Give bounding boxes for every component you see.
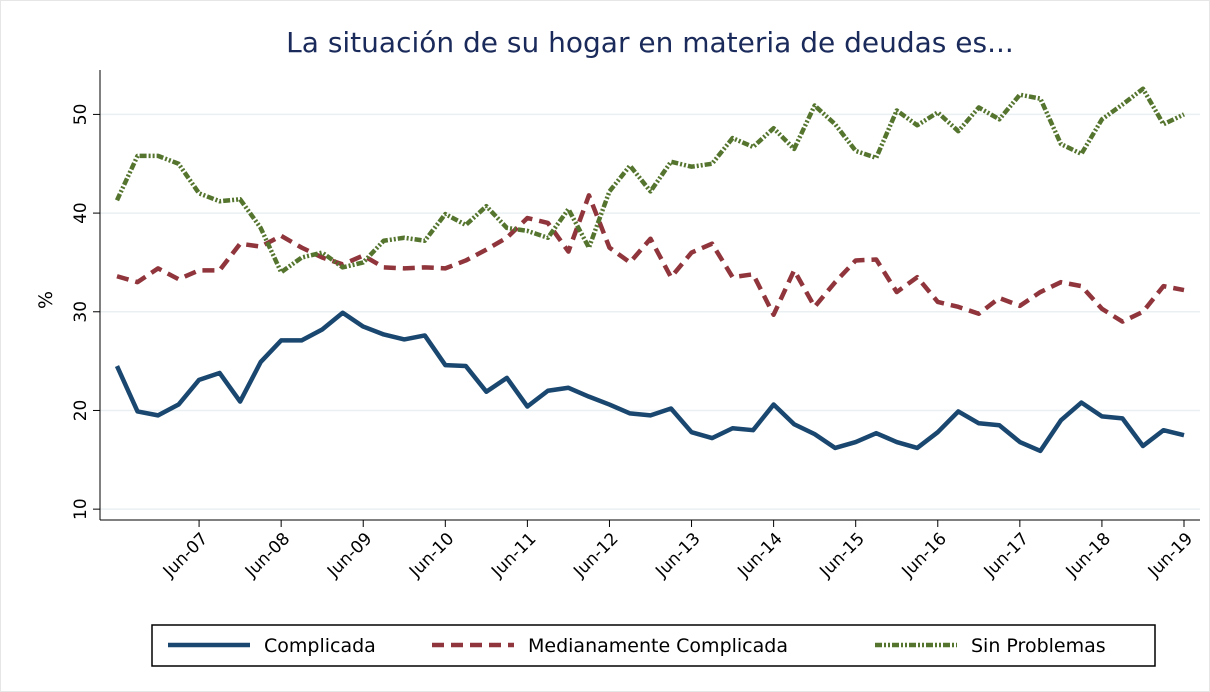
series-line	[116, 193, 1185, 324]
legend-label: Medianamente Complicada	[528, 635, 788, 657]
y-tick-label: 10	[71, 498, 91, 520]
legend-label: Sin Problemas	[971, 635, 1106, 657]
chart-title: La situación de su hogar en materia de d…	[286, 26, 1014, 59]
y-axis-label: %	[35, 291, 57, 309]
y-tick-label: 50	[71, 104, 91, 126]
series-line	[114, 310, 1185, 454]
legend-label: Complicada	[264, 635, 376, 657]
y-tick-label: 20	[71, 400, 91, 422]
y-tick-label: 30	[71, 301, 91, 323]
series-line	[114, 86, 1185, 275]
legend-box	[151, 624, 1156, 667]
y-tick-label: 40	[71, 202, 91, 224]
